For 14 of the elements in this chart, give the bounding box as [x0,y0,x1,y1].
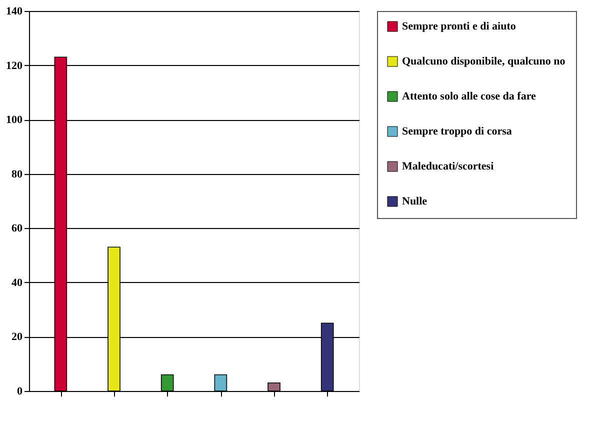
legend-label: Nulle [402,196,428,208]
legend-label: Qualcuno disponibile, qualcuno no [402,56,566,68]
legend-label: Maleducati/scortesi [402,160,494,172]
y-tick-label: 40 [12,276,23,289]
legend-label: Sempre troppo di corsa [402,126,512,138]
legend-label: Attento solo alle cose da fare [402,90,536,102]
y-tick-label: 60 [12,222,23,235]
y-tick-label: 140 [6,6,23,18]
y-tick-label: 120 [6,60,23,72]
legend-label: Sempre pronti e di aiuto [402,20,516,32]
y-tick-label: 80 [12,168,23,180]
y-tick-label: 0 [17,386,23,398]
y-tick-label: 100 [6,114,23,126]
y-tick-label: 20 [12,331,23,344]
